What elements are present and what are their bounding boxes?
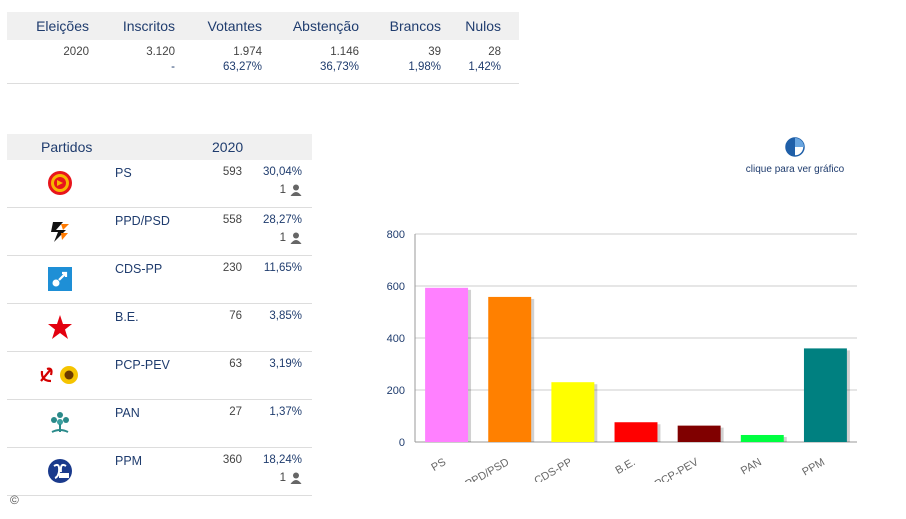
x-tick-label: PPM xyxy=(800,456,827,478)
party-name: PPD/PSD xyxy=(115,214,170,228)
cell-nulos: 28 xyxy=(488,45,501,58)
person-icon xyxy=(290,184,302,196)
y-tick-label: 800 xyxy=(387,229,405,241)
results-bar-chart: 0 200 400 600 800 PS PPD/PSD CDS-PP B.E. PCP-PEV P… xyxy=(387,229,857,482)
header-eleicoes: Eleições xyxy=(36,18,89,34)
bar-b-e- xyxy=(614,422,658,442)
party-votes: 593 xyxy=(222,166,242,178)
cell-brancos: 39 xyxy=(428,45,441,58)
party-name: PCP-PEV xyxy=(115,358,170,372)
party-seats: 1 xyxy=(247,232,302,244)
be-star-icon xyxy=(45,312,75,342)
party-table-header: Partidos 2020 xyxy=(7,134,312,160)
cell-pct-inscritos: - xyxy=(171,60,175,73)
copyright-icon: © xyxy=(10,493,19,507)
y-tick-label: 400 xyxy=(387,333,405,345)
party-percent: 11,65% xyxy=(263,262,302,274)
header-partidos: Partidos xyxy=(41,139,93,155)
seat-count: 1 xyxy=(279,232,286,244)
x-tick-label: CDS-PP xyxy=(532,456,574,482)
cell-votantes: 1.974 xyxy=(233,45,262,58)
party-votes: 76 xyxy=(229,310,242,322)
party-percent: 3,85% xyxy=(269,310,302,322)
party-name: CDS-PP xyxy=(115,262,163,276)
summary-body: 2020 3.120 1.974 1.146 39 28 - 63,27% 36… xyxy=(7,40,519,84)
y-tick-label: 0 xyxy=(399,437,405,449)
header-year: 2020 xyxy=(212,139,244,155)
y-tick-label: 200 xyxy=(387,385,405,397)
cell-year: 2020 xyxy=(63,45,89,58)
bar-cds-pp xyxy=(551,382,595,442)
x-tick-label: PS xyxy=(429,456,448,474)
header-votantes: Votantes xyxy=(207,18,263,34)
x-tick-label: PPD/PSD xyxy=(463,456,511,482)
bar-ppm xyxy=(803,348,847,442)
pan-logo-icon xyxy=(45,408,75,438)
party-percent: 1,37% xyxy=(269,406,302,418)
party-percent: 18,24% xyxy=(262,454,302,466)
cell-pct-nulos: 1,42% xyxy=(468,60,501,73)
party-row-ppd-psd: PPD/PSD 558 28,27% 1 xyxy=(7,208,312,256)
summary-row-counts: 2020 3.120 1.974 1.146 39 28 xyxy=(7,44,519,59)
party-row-ps: PS 593 30,04% 1 xyxy=(7,160,312,208)
header-inscritos: Inscritos xyxy=(122,18,175,34)
cell-pct-votantes: 63,27% xyxy=(222,60,262,73)
seat-count: 1 xyxy=(279,184,286,196)
party-name: PAN xyxy=(115,406,140,420)
party-votes: 63 xyxy=(229,358,242,370)
party-row-pcp-pev: PCP-PEV 63 3,19% xyxy=(7,352,312,400)
party-row-cds-pp: CDS-PP 230 11,65% xyxy=(7,256,312,304)
bar-pan xyxy=(740,434,784,442)
bar-pcp-pev xyxy=(677,425,721,442)
pie-chart-icon[interactable] xyxy=(785,137,805,157)
party-votes: 360 xyxy=(222,454,242,466)
cell-pct-abstencao: 36,73% xyxy=(319,60,359,73)
header-nulos: Nulos xyxy=(465,18,501,34)
summary-header: Eleições Inscritos Votantes Abstenção Br… xyxy=(7,12,519,40)
party-name: PS xyxy=(115,166,132,180)
party-results-table: Partidos 2020 PS 593 30,04% 1 xyxy=(7,134,312,496)
party-percent: 3,19% xyxy=(269,358,302,370)
show-chart-link[interactable]: clique para ver gráfico xyxy=(740,137,850,175)
x-tick-label: PCP-PEV xyxy=(653,456,701,482)
ps-logo-icon xyxy=(45,168,75,198)
party-name: PPM xyxy=(115,454,143,468)
cell-inscritos: 3.120 xyxy=(146,45,175,58)
party-votes: 27 xyxy=(229,406,242,418)
summary-row-percent: - 63,27% 36,73% 1,98% 1,42% xyxy=(7,59,519,74)
cds-pp-logo-icon xyxy=(45,264,75,294)
party-row-ppm: PPM 360 18,24% 1 xyxy=(7,448,312,496)
header-abstencao: Abstenção xyxy=(292,18,359,34)
ppm-logo-icon xyxy=(45,456,75,486)
party-percent: 28,27% xyxy=(262,214,302,226)
ppd-psd-logo-icon xyxy=(45,216,75,246)
show-chart-label[interactable]: clique para ver gráfico xyxy=(745,164,845,175)
party-percent: 30,04% xyxy=(262,166,302,178)
y-tick-label: 600 xyxy=(387,281,405,293)
bar-ps xyxy=(425,287,469,442)
x-tick-label: PAN xyxy=(739,456,764,477)
bar-ppd-psd xyxy=(488,296,532,442)
party-votes: 558 xyxy=(222,214,242,226)
seat-count: 1 xyxy=(279,472,286,484)
cell-pct-brancos: 1,98% xyxy=(408,60,441,73)
party-row-be: B.E. 76 3,85% xyxy=(7,304,312,352)
x-tick-label: B.E. xyxy=(613,456,637,477)
header-brancos: Brancos xyxy=(389,18,441,34)
party-row-pan: PAN 27 1,37% xyxy=(7,400,312,448)
person-icon xyxy=(290,472,302,484)
party-name: B.E. xyxy=(115,310,139,324)
pcp-pev-logo-icon xyxy=(37,360,81,390)
person-icon xyxy=(290,232,302,244)
party-seats: 1 xyxy=(247,472,302,484)
party-votes: 230 xyxy=(222,262,242,274)
party-seats: 1 xyxy=(247,184,302,196)
cell-abstencao: 1.146 xyxy=(330,45,359,58)
election-summary-table: Eleições Inscritos Votantes Abstenção Br… xyxy=(7,12,519,84)
